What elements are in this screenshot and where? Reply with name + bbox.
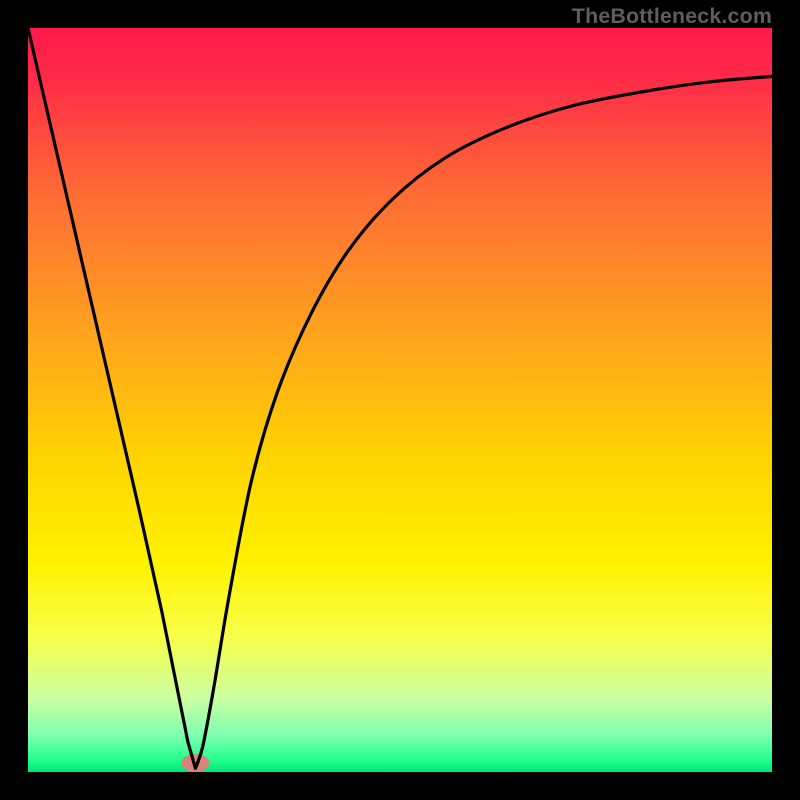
chart-curve-layer: [28, 28, 772, 772]
chart-plot-area: [28, 28, 772, 772]
attribution-label: TheBottleneck.com: [572, 4, 772, 29]
chart-outer-frame: TheBottleneck.com: [0, 0, 800, 800]
chart-curve-path: [28, 28, 772, 768]
